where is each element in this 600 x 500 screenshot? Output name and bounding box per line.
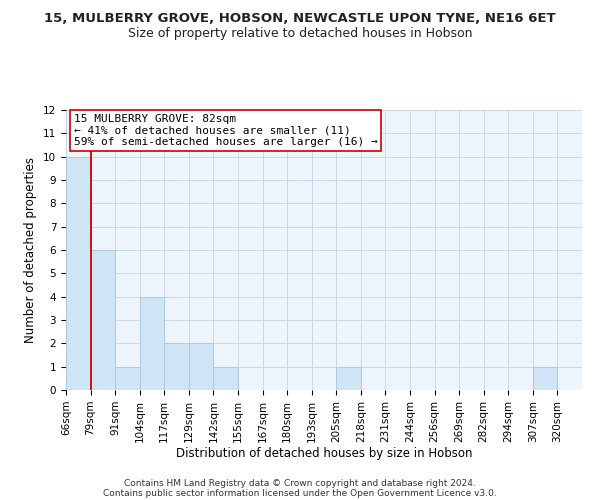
Text: 15 MULBERRY GROVE: 82sqm
← 41% of detached houses are smaller (11)
59% of semi-d: 15 MULBERRY GROVE: 82sqm ← 41% of detach… bbox=[74, 114, 377, 148]
Y-axis label: Number of detached properties: Number of detached properties bbox=[25, 157, 37, 343]
Text: Contains HM Land Registry data © Crown copyright and database right 2024.: Contains HM Land Registry data © Crown c… bbox=[124, 478, 476, 488]
Bar bbox=[66, 156, 91, 390]
Bar bbox=[91, 250, 115, 390]
Bar bbox=[164, 344, 189, 390]
Text: Size of property relative to detached houses in Hobson: Size of property relative to detached ho… bbox=[128, 28, 472, 40]
Bar bbox=[115, 366, 140, 390]
Bar bbox=[214, 366, 238, 390]
Bar bbox=[140, 296, 164, 390]
Bar bbox=[336, 366, 361, 390]
Bar bbox=[189, 344, 214, 390]
Text: 15, MULBERRY GROVE, HOBSON, NEWCASTLE UPON TYNE, NE16 6ET: 15, MULBERRY GROVE, HOBSON, NEWCASTLE UP… bbox=[44, 12, 556, 26]
X-axis label: Distribution of detached houses by size in Hobson: Distribution of detached houses by size … bbox=[176, 448, 472, 460]
Text: Contains public sector information licensed under the Open Government Licence v3: Contains public sector information licen… bbox=[103, 488, 497, 498]
Bar bbox=[533, 366, 557, 390]
